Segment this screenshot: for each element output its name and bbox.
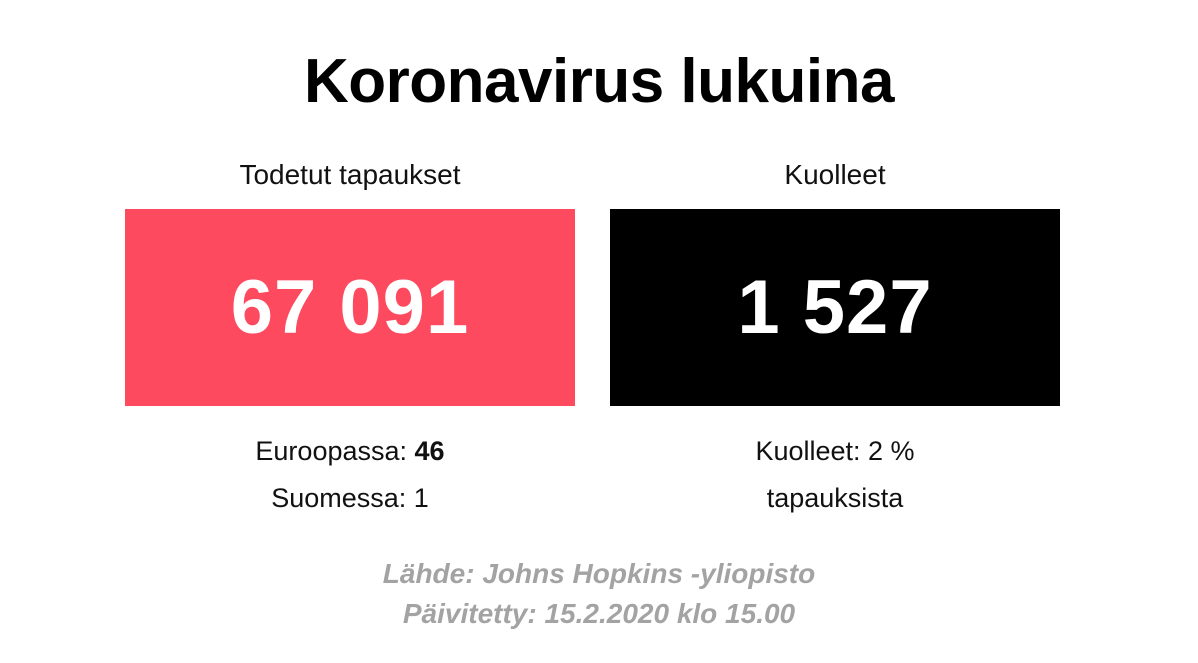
confirmed-cases-details: Euroopassa: 46 Suomessa: 1 [125,428,575,522]
deaths-panel: Kuolleet 1 527 Kuolleet: 2 % tapauksista [610,155,1060,522]
deaths-details: Kuolleet: 2 % tapauksista [610,428,1060,522]
finland-cases-value: 1 [413,483,429,513]
page-title: Koronavirus lukuina [304,47,894,116]
deaths-label: Kuolleet [784,159,886,190]
europe-cases-label: Euroopassa: [255,436,408,466]
europe-cases-value: 46 [414,436,445,466]
finland-cases-line: Suomessa: 1 [125,475,575,522]
updated-text: Päivitetty: 15.2.2020 klo 15.00 [402,598,796,629]
confirmed-cases-label: Todetut tapaukset [239,159,461,190]
death-rate-line-1: Kuolleet: 2 % [755,436,915,466]
finland-cases-label: Suomessa: [271,483,407,513]
source-text: Lähde: Johns Hopkins -yliopisto [382,558,816,589]
deaths-box: 1 527 [610,209,1060,406]
confirmed-cases-panel: Todetut tapaukset 67 091 Euroopassa: 46 … [125,155,575,522]
source-footer: Lähde: Johns Hopkins -yliopisto Päivitet… [0,554,1198,634]
europe-cases-line: Euroopassa: 46 [125,428,575,475]
deaths-value: 1 527 [737,265,933,350]
confirmed-cases-box: 67 091 [125,209,575,406]
death-rate-line-2: tapauksista [766,483,904,513]
confirmed-cases-value: 67 091 [230,265,470,350]
